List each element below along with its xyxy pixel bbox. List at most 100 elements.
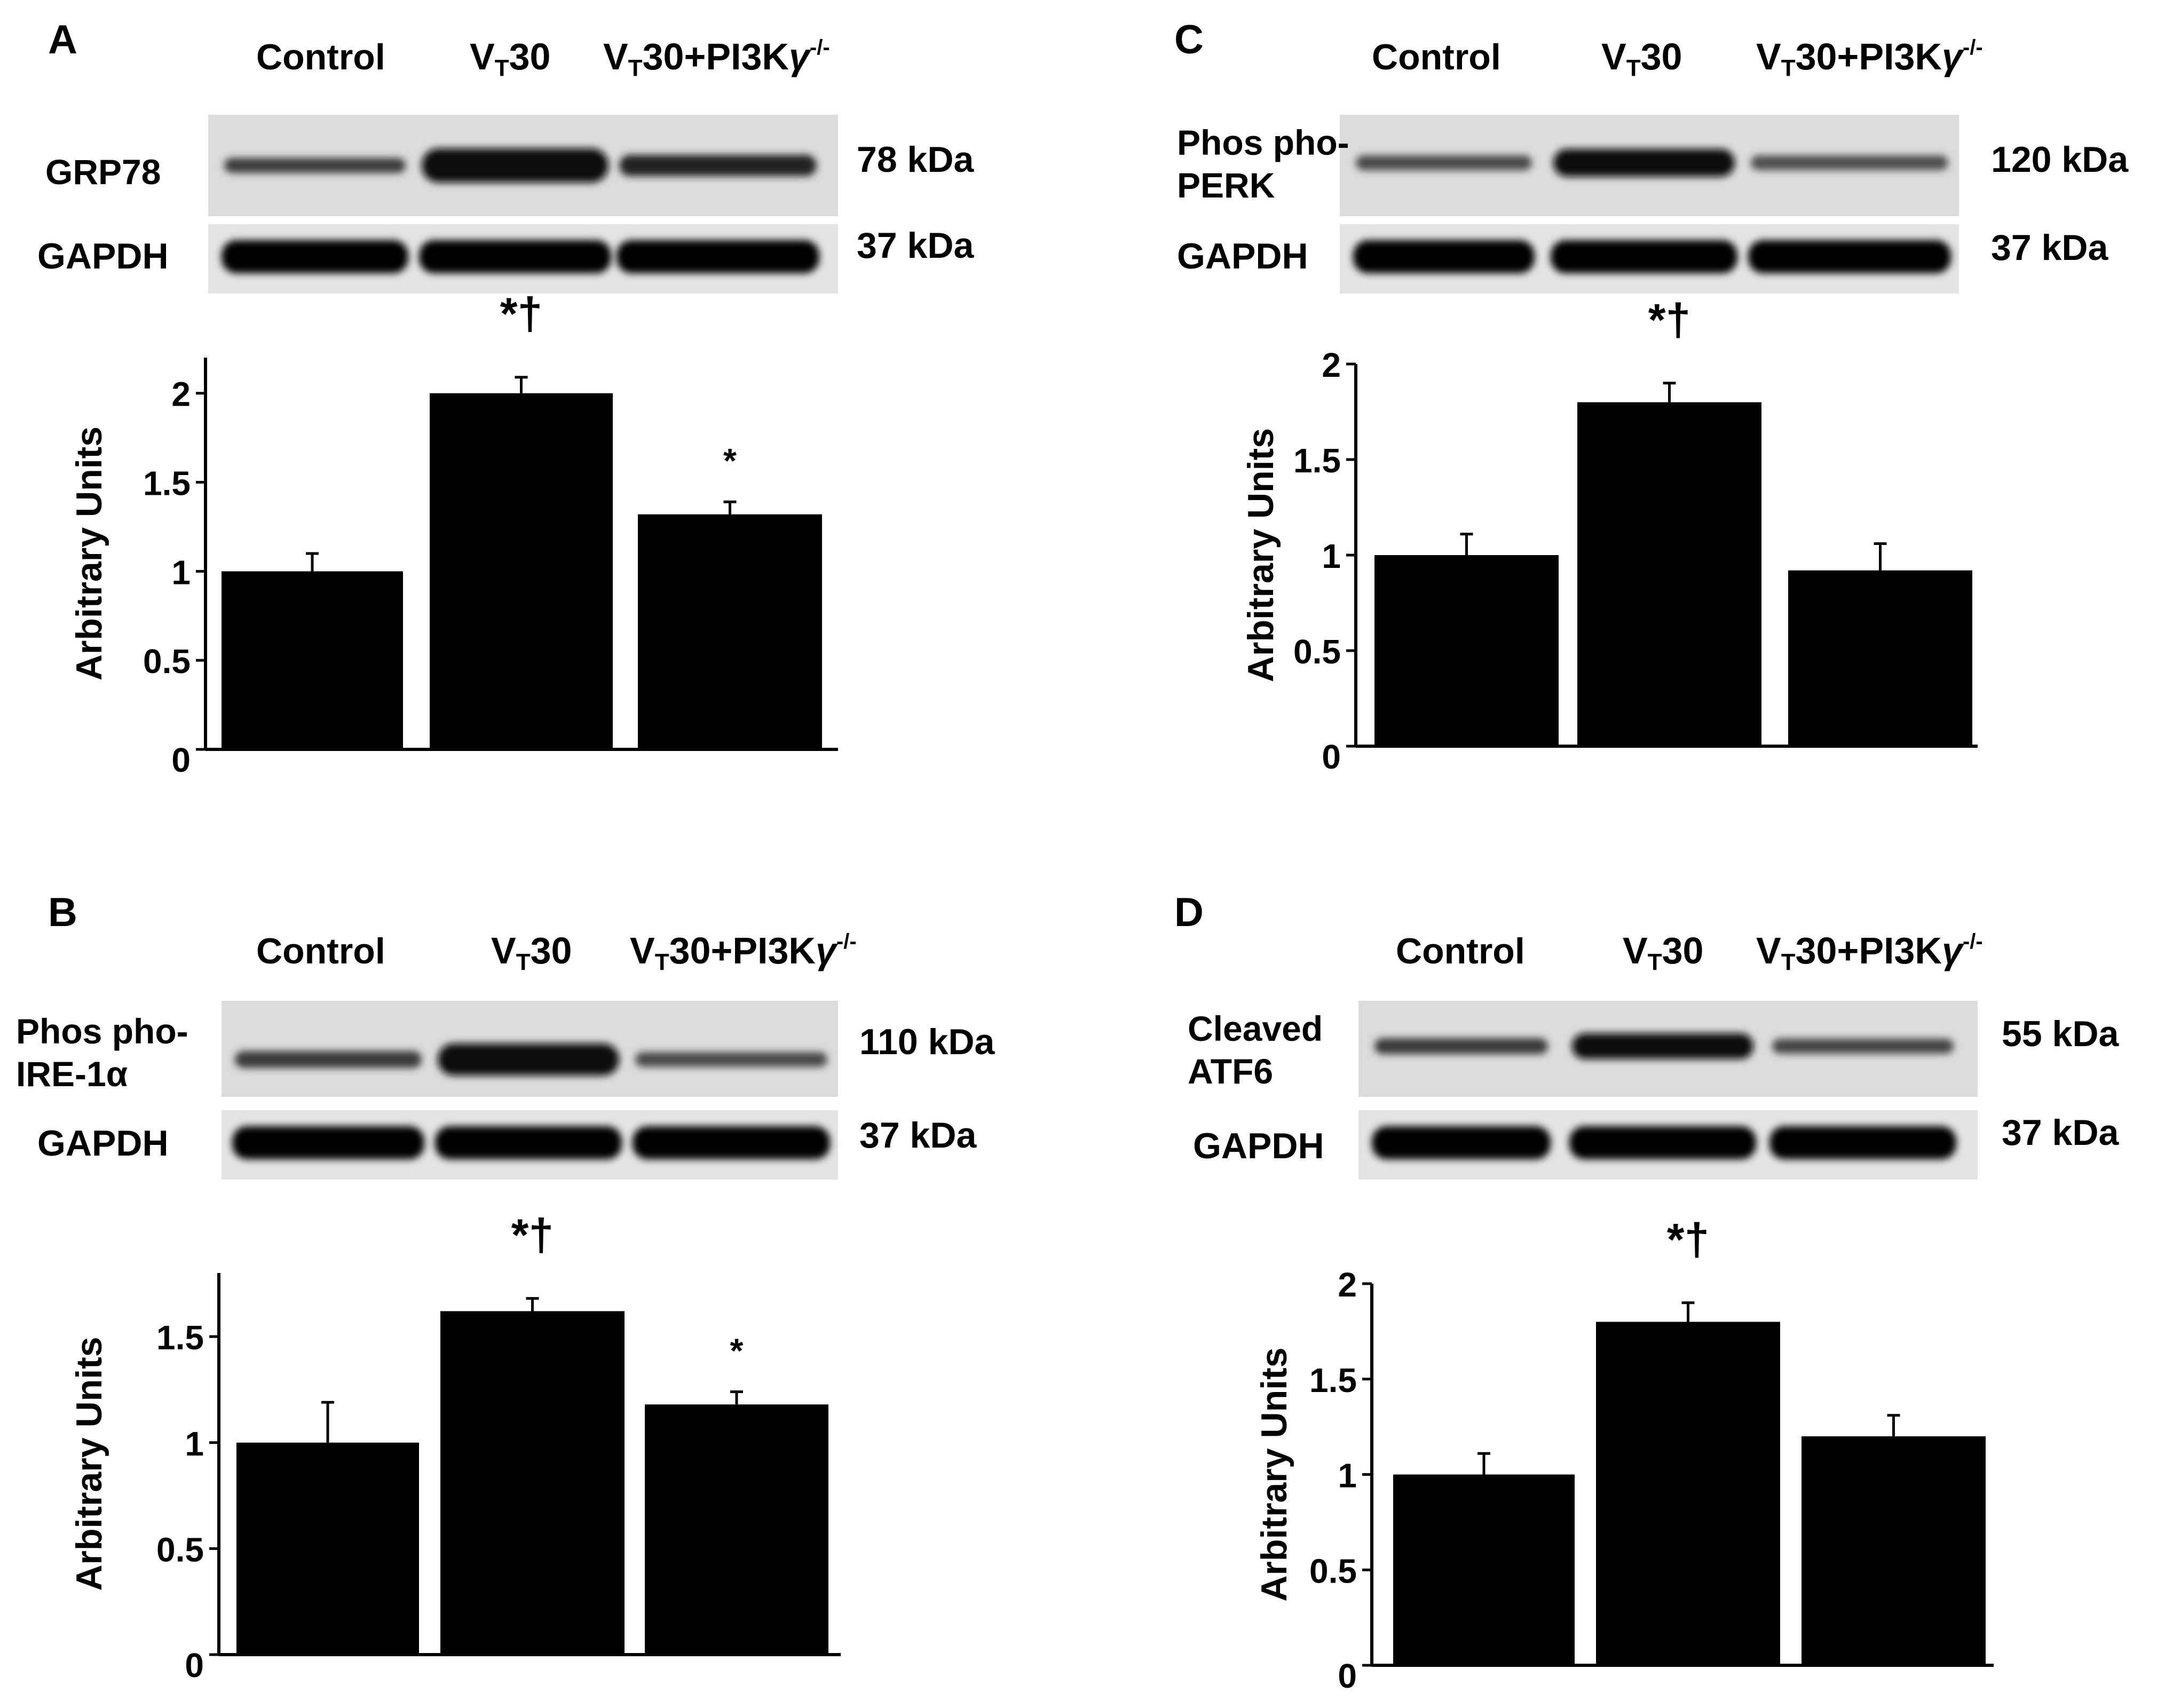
- bar: [1596, 1322, 1780, 1665]
- vt30-subscript: T: [516, 949, 531, 975]
- y-tick-label: 0.5: [1309, 1552, 1357, 1590]
- vt30-v: V: [491, 930, 516, 971]
- protein-band: [1374, 1038, 1548, 1054]
- protein-band: [235, 1051, 422, 1068]
- bar: [638, 514, 822, 749]
- combo-gamma: γ: [1942, 36, 1965, 77]
- protein-label-line: IRE-1α: [16, 1054, 128, 1094]
- gapdh-band: [419, 240, 611, 273]
- y-tick-label: 1.5: [1293, 441, 1341, 480]
- bar: [440, 1311, 625, 1655]
- y-tick-label: 2: [1338, 1266, 1357, 1304]
- panel-A: A Control VT30 VT30+PI3Kγ-/-GRP78 78 kDaGAPD…: [37, 17, 974, 779]
- protein-band: [1751, 155, 1948, 170]
- significance-marker: *: [730, 1331, 744, 1370]
- combo-gamma: γ: [816, 930, 839, 971]
- y-axis-label: Arbitrary Units: [69, 426, 109, 681]
- lane-label-vt30: VT30: [1601, 36, 1682, 81]
- y-tick-label: 0: [1338, 1657, 1357, 1695]
- vt30-v: V: [1623, 930, 1648, 971]
- combo-v: V: [1756, 36, 1781, 77]
- significance-marker: *†: [1648, 295, 1690, 345]
- protein-kda-label: 110 kDa: [859, 1022, 995, 1062]
- combo-v: V: [603, 36, 628, 77]
- y-tick-label: 0.5: [156, 1530, 204, 1569]
- gapdh-band: [1748, 240, 1951, 273]
- vt30-subscript: T: [1626, 55, 1641, 81]
- panel-letter: A: [48, 17, 77, 62]
- gapdh-label: GAPDH: [1193, 1126, 1324, 1166]
- gapdh-band: [617, 240, 819, 273]
- combo-gamma: γ: [1942, 930, 1965, 971]
- lane-label-combo: VT30+PI3Kγ-/-: [1756, 930, 1983, 975]
- significance-marker: *†: [511, 1210, 554, 1260]
- protein-band: [635, 1052, 827, 1067]
- gapdh-band: [1353, 240, 1535, 273]
- gapdh-kda-label: 37 kDa: [1991, 227, 2108, 268]
- gapdh-kda-label: 37 kDa: [857, 225, 974, 266]
- significance-marker: *: [723, 441, 737, 480]
- significance-marker: *†: [500, 289, 542, 339]
- bar: [645, 1404, 828, 1655]
- lane-label-control: Control: [1372, 37, 1501, 77]
- combo-superscript: -/-: [836, 930, 857, 953]
- gapdh-label: GAPDH: [37, 236, 169, 276]
- combo-superscript: -/-: [810, 36, 830, 59]
- panel-letter: B: [48, 890, 77, 935]
- protein-label-line: PERK: [1177, 165, 1275, 205]
- y-tick-label: 0: [1322, 738, 1341, 776]
- combo-subscript: T: [628, 55, 643, 81]
- gapdh-band: [1569, 1126, 1756, 1159]
- y-tick-label: 1.5: [1309, 1361, 1357, 1399]
- combo-superscript: -/-: [1963, 930, 1983, 953]
- panel-letter: D: [1174, 890, 1204, 935]
- combo-gamma: γ: [789, 36, 812, 77]
- bar: [222, 571, 403, 749]
- combo-v: V: [630, 930, 655, 971]
- combo-subscript: T: [655, 949, 669, 975]
- protein-kda-label: 55 kDa: [2002, 1014, 2119, 1054]
- y-tick-label: 0: [171, 741, 191, 779]
- y-tick-label: 0: [185, 1646, 204, 1685]
- combo-v: V: [1756, 930, 1781, 971]
- y-tick-label: 1: [1338, 1457, 1357, 1495]
- vt30-v: V: [1601, 36, 1626, 77]
- lane-labels: Control VT30 VT30+PI3Kγ-/-: [256, 930, 857, 975]
- y-axis-label: Arbitrary Units: [69, 1337, 109, 1591]
- bar: [430, 393, 613, 749]
- lane-label-vt30: VT30: [491, 930, 572, 975]
- bar-chart: 0 0.5 1 1.5 Arbitrary Units *† *: [69, 1210, 841, 1685]
- y-axis-label: Arbitrary Units: [1254, 1347, 1294, 1601]
- gapdh-label: GAPDH: [37, 1123, 169, 1164]
- bar: [1577, 402, 1761, 746]
- vt30-number: 30: [509, 36, 551, 77]
- vt30-subscript: T: [495, 55, 509, 81]
- protein-label-line: GRP78: [45, 152, 161, 192]
- bar: [1802, 1436, 1986, 1665]
- combo-subscript: T: [1781, 949, 1796, 975]
- protein-kda-label: 120 kDa: [1991, 139, 2129, 180]
- protein-band: [1356, 155, 1532, 170]
- y-tick-label: 1: [185, 1425, 204, 1463]
- lane-labels: Control VT30 VT30+PI3Kγ-/-: [1372, 36, 1983, 81]
- protein-band: [1572, 1033, 1753, 1059]
- gapdh-kda-label: 37 kDa: [859, 1115, 977, 1156]
- panel-C: C Control VT30 VT30+PI3Kγ-/-Phos pho-PERK12…: [1174, 17, 2129, 776]
- gapdh-label: GAPDH: [1177, 236, 1308, 276]
- bar-chart: 0 0.5 1 1.5 2 Arbitrary Units *†: [1254, 1214, 1994, 1695]
- lane-labels: Control VT30 VT30+PI3Kγ-/-: [256, 36, 830, 81]
- gapdh-band: [232, 1126, 424, 1159]
- protein-band: [422, 148, 609, 183]
- gapdh-band: [1551, 240, 1737, 273]
- lane-label-control: Control: [1396, 931, 1525, 971]
- lane-label-combo: VT30+PI3Kγ-/-: [1756, 36, 1983, 81]
- y-tick-label: 0.5: [1293, 632, 1341, 671]
- bar: [1374, 555, 1559, 746]
- y-tick-label: 1.5: [143, 464, 191, 503]
- lane-label-combo: VT30+PI3Kγ-/-: [630, 930, 857, 975]
- panel-letter: C: [1174, 17, 1204, 62]
- gapdh-band: [222, 240, 408, 273]
- protein-label-line: Phos pho-: [16, 1011, 188, 1051]
